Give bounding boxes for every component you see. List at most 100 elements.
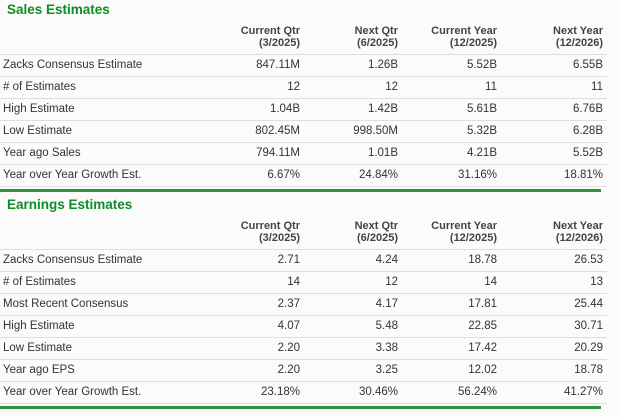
row-value: 12 bbox=[202, 76, 300, 99]
column-header-current-qtr: Current Qtr (3/2025) bbox=[202, 25, 300, 55]
green-divider bbox=[0, 406, 601, 409]
row-value: 3.25 bbox=[300, 359, 398, 382]
row-value: 5.52B bbox=[497, 142, 607, 165]
earnings-estimates-title: Earnings Estimates bbox=[7, 197, 133, 212]
row-value: 24.84% bbox=[300, 164, 398, 187]
column-header-next-qtr: Next Qtr (6/2025) bbox=[300, 25, 398, 55]
table-row: High Estimate 1.04B 1.42B 5.61B 6.76B bbox=[0, 98, 607, 121]
row-value: 2.71 bbox=[202, 249, 300, 272]
row-value: 1.26B bbox=[300, 54, 398, 77]
row-value: 5.52B bbox=[398, 54, 497, 77]
row-value: 4.17 bbox=[300, 293, 398, 316]
row-value: 847.11M bbox=[202, 54, 300, 77]
row-value: 31.16% bbox=[398, 164, 497, 187]
column-label: Next Year bbox=[553, 25, 603, 37]
table-row: # of Estimates 14 12 14 13 bbox=[0, 271, 607, 294]
row-label: Low Estimate bbox=[0, 337, 202, 360]
column-period: (6/2025) bbox=[357, 232, 398, 244]
row-value: 998.50M bbox=[300, 120, 398, 143]
row-label: High Estimate bbox=[0, 98, 202, 121]
row-value: 20.29 bbox=[497, 337, 607, 360]
row-label: Year ago Sales bbox=[0, 142, 202, 165]
row-value: 13 bbox=[497, 271, 607, 294]
table-row: Low Estimate 2.20 3.38 17.42 20.29 bbox=[0, 337, 607, 360]
earnings-estimates-table: Current Qtr (3/2025) Next Qtr (6/2025) C… bbox=[0, 220, 607, 404]
table-row: Year ago Sales 794.11M 1.01B 4.21B 5.52B bbox=[0, 142, 607, 165]
row-value: 5.32B bbox=[398, 120, 497, 143]
row-value: 1.42B bbox=[300, 98, 398, 121]
column-period: (12/2026) bbox=[555, 37, 603, 49]
row-value: 1.04B bbox=[202, 98, 300, 121]
column-label: Current Qtr bbox=[240, 25, 300, 37]
sales-estimates-section: Sales Estimates Current Qtr (3/2025) Nex… bbox=[0, 3, 620, 192]
row-value: 14 bbox=[202, 271, 300, 294]
column-label: Next Qtr bbox=[354, 220, 398, 232]
table-row: Zacks Consensus Estimate 847.11M 1.26B 5.52… bbox=[0, 54, 607, 77]
sales-table-body: Zacks Consensus Estimate 847.11M 1.26B 5.52… bbox=[0, 54, 607, 187]
column-header-next-year: Next Year (12/2026) bbox=[497, 25, 607, 55]
sales-table-header: Current Qtr (3/2025) Next Qtr (6/2025) C… bbox=[0, 25, 607, 55]
row-value: 1.01B bbox=[300, 142, 398, 165]
row-value: 18.81% bbox=[497, 164, 607, 187]
row-label: Zacks Consensus Estimate bbox=[0, 249, 202, 272]
table-row: Year over Year Growth Est. 23.18% 30.46% 56… bbox=[0, 381, 607, 404]
row-value: 17.42 bbox=[398, 337, 497, 360]
column-period: (3/2025) bbox=[259, 37, 300, 49]
row-value: 25.44 bbox=[497, 293, 607, 316]
row-label: Year over Year Growth Est. bbox=[0, 381, 202, 404]
row-label: High Estimate bbox=[0, 315, 202, 338]
row-value: 2.37 bbox=[202, 293, 300, 316]
column-header-current-qtr: Current Qtr (3/2025) bbox=[202, 220, 300, 250]
row-label: # of Estimates bbox=[0, 271, 202, 294]
column-period: (12/2026) bbox=[555, 232, 603, 244]
table-row: Most Recent Consensus 2.37 4.17 17.81 25.44 bbox=[0, 293, 607, 316]
row-value: 12 bbox=[300, 76, 398, 99]
row-value: 17.81 bbox=[398, 293, 497, 316]
row-value: 41.27% bbox=[497, 381, 607, 404]
row-label: Year over Year Growth Est. bbox=[0, 164, 202, 187]
row-value: 6.76B bbox=[497, 98, 607, 121]
column-label: Next Qtr bbox=[354, 25, 398, 37]
column-label: Current Qtr bbox=[240, 220, 300, 232]
row-value: 5.61B bbox=[398, 98, 497, 121]
table-row: High Estimate 4.07 5.48 22.85 30.71 bbox=[0, 315, 607, 338]
column-header-current-year: Current Year (12/2025) bbox=[398, 25, 497, 55]
table-row: Year over Year Growth Est. 6.67% 24.84% 31.… bbox=[0, 164, 607, 187]
row-value: 4.21B bbox=[398, 142, 497, 165]
row-value: 2.20 bbox=[202, 337, 300, 360]
row-value: 11 bbox=[398, 76, 497, 99]
row-value: 6.28B bbox=[497, 120, 607, 143]
sales-estimates-table: Current Qtr (3/2025) Next Qtr (6/2025) C… bbox=[0, 25, 607, 187]
table-row: Year ago EPS 2.20 3.25 12.02 18.78 bbox=[0, 359, 607, 382]
row-label: Year ago EPS bbox=[0, 359, 202, 382]
row-value: 6.55B bbox=[497, 54, 607, 77]
column-header-next-year: Next Year (12/2026) bbox=[497, 220, 607, 250]
row-value: 12.02 bbox=[398, 359, 497, 382]
table-row: Zacks Consensus Estimate 2.71 4.24 18.78 26.… bbox=[0, 249, 607, 272]
column-period: (12/2025) bbox=[449, 232, 497, 244]
row-value: 11 bbox=[497, 76, 607, 99]
row-value: 2.20 bbox=[202, 359, 300, 382]
sales-estimates-title: Sales Estimates bbox=[7, 2, 110, 17]
green-divider bbox=[0, 189, 601, 192]
column-period: (12/2025) bbox=[449, 37, 497, 49]
column-header-next-qtr: Next Qtr (6/2025) bbox=[300, 220, 398, 250]
row-value: 18.78 bbox=[398, 249, 497, 272]
row-value: 30.71 bbox=[497, 315, 607, 338]
row-value: 6.67% bbox=[202, 164, 300, 187]
row-value: 23.18% bbox=[202, 381, 300, 404]
row-value: 4.07 bbox=[202, 315, 300, 338]
row-value: 3.38 bbox=[300, 337, 398, 360]
table-header-row: Current Qtr (3/2025) Next Qtr (6/2025) C… bbox=[0, 220, 607, 250]
row-value: 56.24% bbox=[398, 381, 497, 404]
table-header-row: Current Qtr (3/2025) Next Qtr (6/2025) C… bbox=[0, 25, 607, 55]
row-label: Most Recent Consensus bbox=[0, 293, 202, 316]
row-value: 22.85 bbox=[398, 315, 497, 338]
row-value: 18.78 bbox=[497, 359, 607, 382]
column-label: Next Year bbox=[553, 220, 603, 232]
table-row: Low Estimate 802.45M 998.50M 5.32B 6.28B bbox=[0, 120, 607, 143]
row-label: # of Estimates bbox=[0, 76, 202, 99]
earnings-estimates-section: Earnings Estimates Current Qtr (3/2025) … bbox=[0, 198, 620, 409]
row-label-header bbox=[0, 220, 202, 250]
